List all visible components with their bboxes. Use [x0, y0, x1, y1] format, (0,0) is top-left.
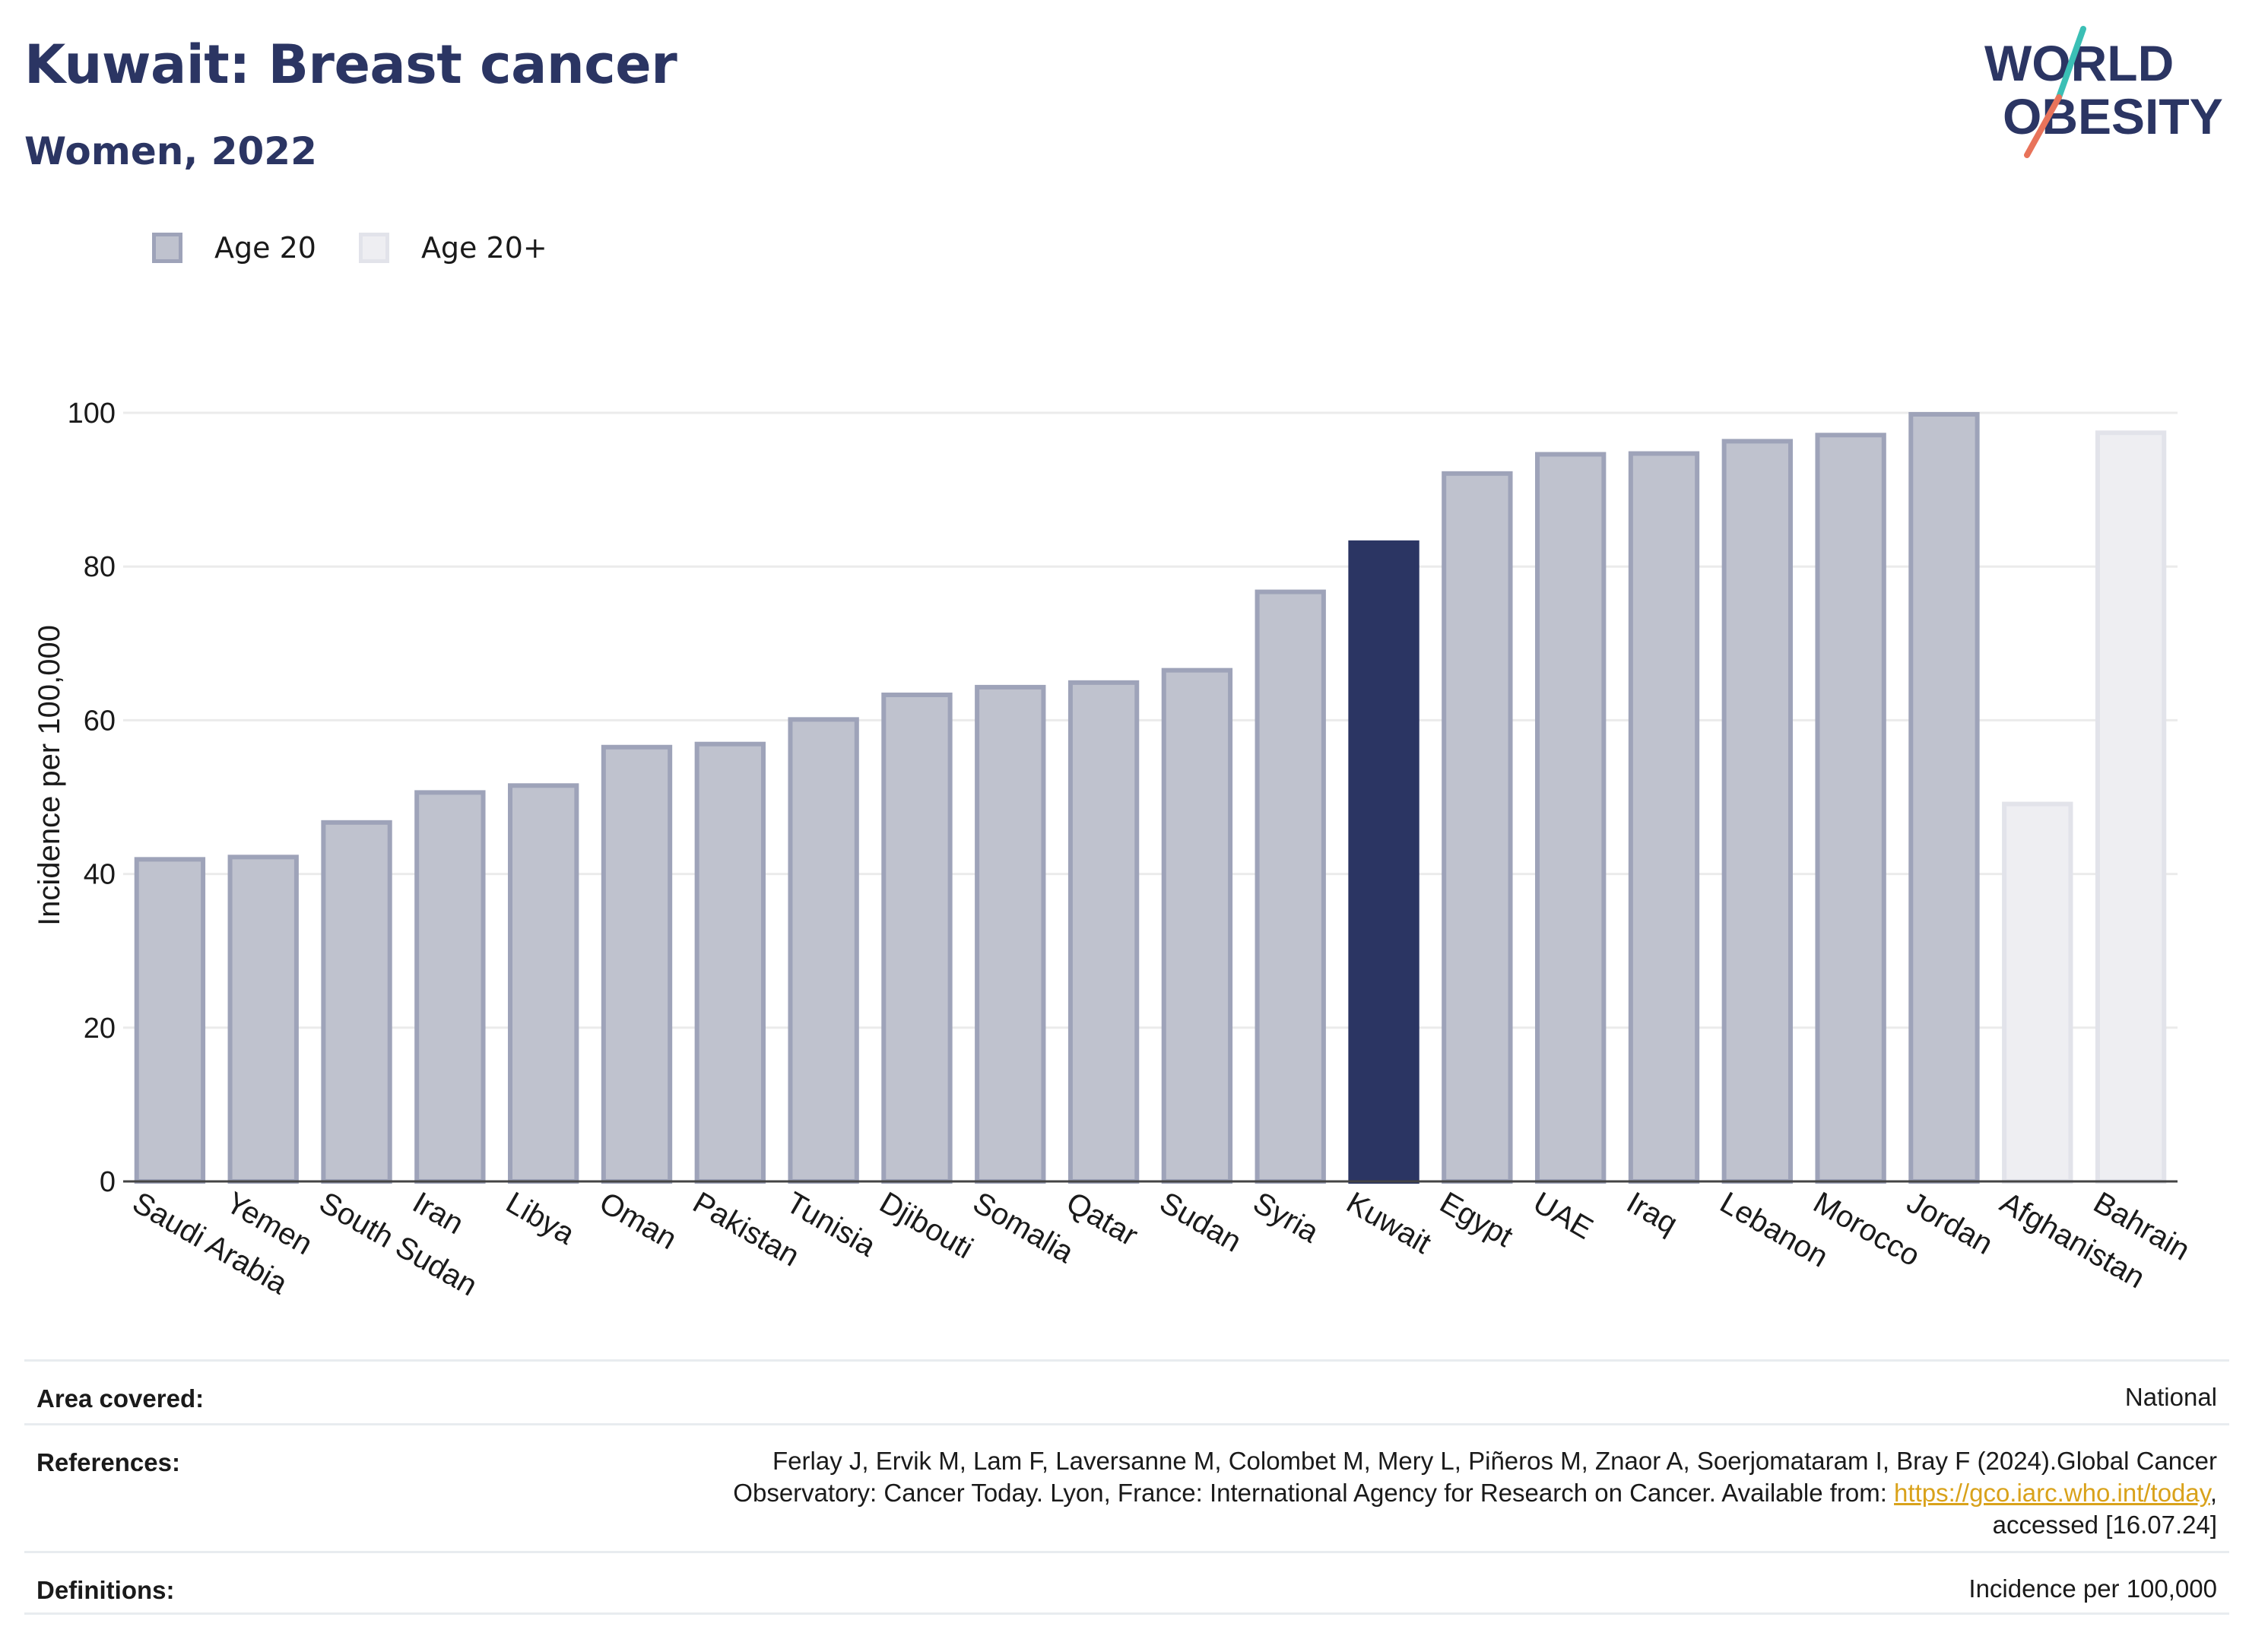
logo-slash-top [2056, 26, 2086, 100]
area-covered-label: Area covered: [36, 1384, 205, 1413]
x-tick-label: UAE [1527, 1186, 1598, 1246]
legend-item-age20[interactable]: Age 20 [152, 231, 316, 265]
bar-uae[interactable] [1535, 452, 1607, 1184]
x-tick-label: Iraq [1621, 1186, 1683, 1241]
definitions-value: Incidence per 100,000 [1968, 1574, 2217, 1603]
bar-layer [134, 411, 2167, 1184]
bar-pakistan[interactable] [694, 741, 766, 1184]
legend-swatch-age20 [152, 233, 182, 263]
x-tick-label: Oman [594, 1186, 682, 1257]
x-tick-label: Iran [407, 1186, 469, 1241]
area-covered-value: National [2124, 1383, 2217, 1411]
x-tick-label: Lebanon [1715, 1186, 1834, 1274]
bar-saudi-arabia[interactable] [134, 857, 206, 1184]
bar-jordan[interactable] [1908, 411, 1980, 1184]
x-tick-label: Kuwait [1341, 1186, 1437, 1260]
bar-afghanistan[interactable] [2002, 801, 2073, 1184]
x-tick-label: Libya [500, 1186, 580, 1251]
y-tick-label: 20 [84, 1013, 116, 1045]
reference-line-2-after: , [2209, 1479, 2217, 1507]
reference-line-3: accessed [16.07.24] [1992, 1511, 2217, 1539]
x-tick-label: Morocco [1808, 1186, 1926, 1273]
bar-kuwait[interactable] [1348, 540, 1420, 1184]
logo-slash-bottom [2024, 94, 2062, 158]
bar-sudan[interactable] [1161, 667, 1233, 1184]
reference-line-1: Ferlay J, Ervik M, Lam F, Laversanne M, … [772, 1447, 2217, 1475]
y-tick-label: 40 [84, 859, 116, 891]
info-row-area: Area covered: National [24, 1359, 2229, 1423]
x-tick-label: Somalia [967, 1186, 1080, 1270]
chart-subtitle: Women, 2022 [24, 129, 317, 173]
x-tick-label: Djibouti [874, 1186, 979, 1266]
chart-title: Kuwait: Breast cancer [24, 33, 677, 96]
bar-tunisia[interactable] [788, 717, 859, 1184]
bar-syria[interactable] [1255, 589, 1326, 1184]
chart-legend: Age 20 Age 20+ [152, 227, 590, 269]
legend-swatch-age20plus [358, 233, 389, 263]
info-row-references: References: Ferlay J, Ervik M, Lam F, La… [24, 1423, 2229, 1551]
reference-line-2-text: Observatory: Cancer Today. Lyon, France:… [733, 1479, 1895, 1507]
bar-lebanon[interactable] [1721, 439, 1793, 1184]
bar-egypt[interactable] [1442, 471, 1513, 1184]
y-axis-title: Incidence per 100,000 [33, 625, 66, 926]
bar-libya[interactable] [508, 783, 579, 1184]
bar-morocco[interactable] [1815, 433, 1886, 1184]
x-tick-label: Syria [1248, 1186, 1325, 1250]
bar-bahrain[interactable] [2095, 430, 2167, 1184]
bar-south-sudan[interactable] [321, 820, 392, 1184]
legend-label-age20: Age 20 [214, 231, 316, 265]
x-tick-label: Pakistan [687, 1186, 805, 1273]
x-tick-label: Egypt [1434, 1186, 1518, 1254]
y-tick-label: 80 [84, 551, 116, 583]
legend-label-age20plus: Age 20+ [420, 231, 547, 265]
bar-oman[interactable] [601, 744, 673, 1184]
bar-yemen[interactable] [227, 855, 299, 1184]
reference-link[interactable]: https://gco.iarc.who.int/today [1894, 1479, 2210, 1507]
bar-somalia[interactable] [975, 684, 1046, 1184]
bar-iran[interactable] [414, 790, 486, 1184]
y-tick-label: 60 [84, 705, 116, 737]
reference-line-2: Observatory: Cancer Today. Lyon, France:… [733, 1477, 2217, 1509]
y-tick-label: 100 [68, 398, 116, 430]
references-label: References: [36, 1448, 180, 1476]
y-tick-label: 0 [100, 1166, 116, 1198]
bar-djibouti[interactable] [881, 693, 953, 1184]
bar-iraq[interactable] [1628, 451, 1700, 1184]
legend-item-age20plus[interactable]: Age 20+ [358, 231, 547, 265]
x-tick-label: South Sudan [314, 1186, 483, 1303]
world-obesity-logo: WORLD OBESITY [1984, 26, 2223, 158]
references-value: Ferlay J, Ervik M, Lam F, Laversanne M, … [733, 1425, 2217, 1541]
info-table: Area covered: National References: Ferla… [24, 1359, 2229, 1615]
bar-qatar[interactable] [1067, 680, 1140, 1184]
info-row-definitions: Definitions: Incidence per 100,000 [24, 1551, 2229, 1615]
definitions-label: Definitions: [36, 1576, 175, 1604]
x-tick-label: Sudan [1154, 1186, 1247, 1259]
